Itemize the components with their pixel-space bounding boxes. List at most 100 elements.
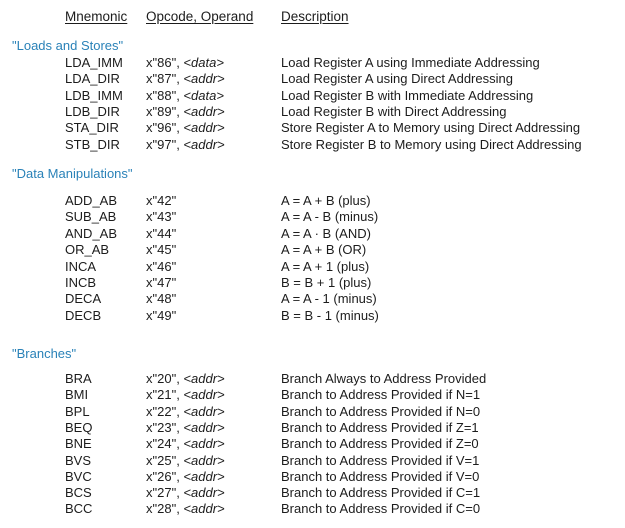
mnemonic-cell: LDB_IMM [65, 87, 123, 103]
opcode-value: x"28", [146, 501, 184, 517]
opcode-value: x"22", [146, 403, 184, 419]
table-row: OR_AB x"45" A = A + B (OR) [0, 242, 625, 257]
opcode-value: x"26", [146, 468, 184, 484]
header-description: Description [281, 9, 349, 24]
opcode-operand-cell: x"49" [146, 308, 176, 323]
table-row: BRA x"20", <addr> Branch Always to Address… [0, 371, 625, 386]
description-cell: A = A + B (plus) [281, 193, 371, 208]
section-title-loads-and-stores: "Loads and Stores" [12, 38, 124, 53]
opcode-operand-cell: x"88", <data> [146, 88, 224, 103]
description-cell: Load Register A using Immediate Addressi… [281, 55, 540, 70]
table-row: BCC x"28", <addr> Branch to Address Provid… [0, 501, 625, 516]
operand-value: <addr> [183, 387, 225, 403]
operand-value: <addr> [183, 136, 225, 152]
mnemonic-cell: AND_AB [65, 225, 118, 241]
mnemonic-cell: BEQ [65, 419, 93, 435]
description-cell: Branch to Address Provided if N=1 [281, 387, 481, 403]
operand-value: <addr> [183, 371, 225, 386]
opcode-value: x"23", [146, 419, 184, 435]
opcode-value: x"96", [146, 120, 184, 136]
table-row: BVC x"26", <addr> Branch to Address Provid… [0, 469, 625, 484]
opcode-operand-cell: x"24", <addr> [146, 436, 225, 451]
description-cell: A = A - B (minus) [281, 209, 379, 225]
opcode-operand-cell: x"26", <addr> [146, 469, 225, 484]
description-cell: A = A · B (AND) [281, 225, 371, 241]
opcode-operand-cell: x"22", <addr> [146, 404, 225, 419]
opcode-value: x"46" [146, 258, 177, 274]
mnemonic-cell: INCA [65, 258, 97, 274]
description-cell: Branch to Address Provided if V=0 [281, 468, 480, 484]
opcode-value: x"88", [146, 87, 184, 103]
description-cell: B = B + 1 (plus) [281, 275, 372, 290]
description-cell: Load Register A using Direct Addressing [281, 71, 513, 87]
table-row: SUB_AB x"43" A = A - B (minus) [0, 209, 625, 224]
opcode-operand-cell: x"48" [146, 291, 176, 306]
mnemonic-cell: BCS [65, 485, 92, 501]
table-row: DECB x"49" B = B - 1 (minus) [0, 308, 625, 323]
description-cell: Load Register B with Immediate Addressin… [281, 87, 534, 103]
mnemonic-cell: OR_AB [65, 242, 110, 258]
description-cell: A = A + B (OR) [281, 242, 367, 258]
opcode-operand-cell: x"86", <data> [146, 55, 224, 70]
opcode-value: x"44" [146, 225, 177, 241]
opcode-value: x"21", [146, 387, 184, 403]
opcode-value: x"45" [146, 242, 177, 258]
description-cell: Branch to Address Provided if V=1 [281, 452, 480, 468]
operand-value: <data> [183, 55, 224, 70]
opcode-operand-cell: x"87", <addr> [146, 71, 225, 86]
operand-value: <addr> [183, 403, 225, 419]
mnemonic-cell: SUB_AB [65, 209, 117, 225]
description-cell: Load Register B with Direct Addressing [281, 103, 507, 119]
description-cell: Branch to Address Provided if N=0 [281, 403, 481, 419]
operand-value: <addr> [183, 485, 225, 501]
opcode-value: x"20", [146, 371, 184, 386]
opcode-value: x"97", [146, 136, 184, 152]
table-row: BNE x"24", <addr> Branch to Address Provid… [0, 436, 625, 451]
operand-value: <addr> [183, 71, 225, 87]
table-row: STA_DIR x"96", <addr> Store Register A to … [0, 120, 625, 135]
opcode-operand-cell: x"27", <addr> [146, 485, 225, 500]
mnemonic-cell: DECB [65, 307, 102, 323]
mnemonic-cell: BPL [65, 403, 90, 419]
opcode-value: x"25", [146, 452, 184, 468]
table-row: STB_DIR x"97", <addr> Store Register B to … [0, 137, 625, 152]
description-cell: Store Register A to Memory using Direct … [281, 120, 581, 136]
mnemonic-cell: LDA_IMM [65, 55, 123, 70]
mnemonic-cell: ADD_AB [65, 193, 118, 208]
mnemonic-cell: BCC [65, 501, 93, 517]
opcode-operand-cell: x"46" [146, 259, 176, 274]
opcode-operand-cell: x"21", <addr> [146, 387, 225, 402]
table-row: BPL x"22", <addr> Branch to Address Provid… [0, 404, 625, 419]
mnemonic-cell: LDB_DIR [65, 103, 120, 119]
opcode-operand-cell: x"23", <addr> [146, 420, 225, 435]
table-row: DECA x"48" A = A - 1 (minus) [0, 291, 625, 306]
opcode-value: x"48" [146, 291, 177, 307]
opcode-operand-cell: x"96", <addr> [146, 120, 225, 135]
opcode-value: x"27", [146, 485, 184, 501]
table-row: INCA x"46" A = A + 1 (plus) [0, 259, 625, 274]
description-cell: Branch to Address Provided if Z=0 [281, 436, 479, 452]
opcode-operand-cell: x"97", <addr> [146, 137, 225, 152]
description-cell: A = A + 1 (plus) [281, 258, 370, 274]
operand-value: <addr> [183, 419, 225, 435]
opcode-value: x"89", [146, 103, 184, 119]
opcode-operand-cell: x"28", <addr> [146, 501, 225, 516]
opcode-value: x"49" [146, 307, 177, 323]
operand-value: <addr> [183, 501, 225, 517]
opcode-operand-cell: x"45" [146, 242, 176, 257]
section-title-data-manipulations: "Data Manipulations" [12, 166, 133, 181]
mnemonic-cell: STA_DIR [65, 120, 119, 136]
mnemonic-cell: STB_DIR [65, 136, 120, 152]
table-row: ADD_AB x"42" A = A + B (plus) [0, 193, 625, 208]
opcode-value: x"47" [146, 275, 177, 290]
header-opcode-operand: Opcode, Operand [146, 9, 254, 24]
opcode-operand-cell: x"20", <addr> [146, 371, 225, 386]
operand-value: <addr> [183, 468, 225, 484]
table-row: BEQ x"23", <addr> Branch to Address Provid… [0, 420, 625, 435]
operand-value: <addr> [183, 436, 225, 452]
mnemonic-cell: LDA_DIR [65, 71, 120, 87]
operand-value: <data> [183, 87, 224, 103]
operand-value: <addr> [183, 452, 225, 468]
description-cell: B = B - 1 (minus) [281, 307, 379, 323]
opcode-value: x"86", [146, 55, 184, 70]
